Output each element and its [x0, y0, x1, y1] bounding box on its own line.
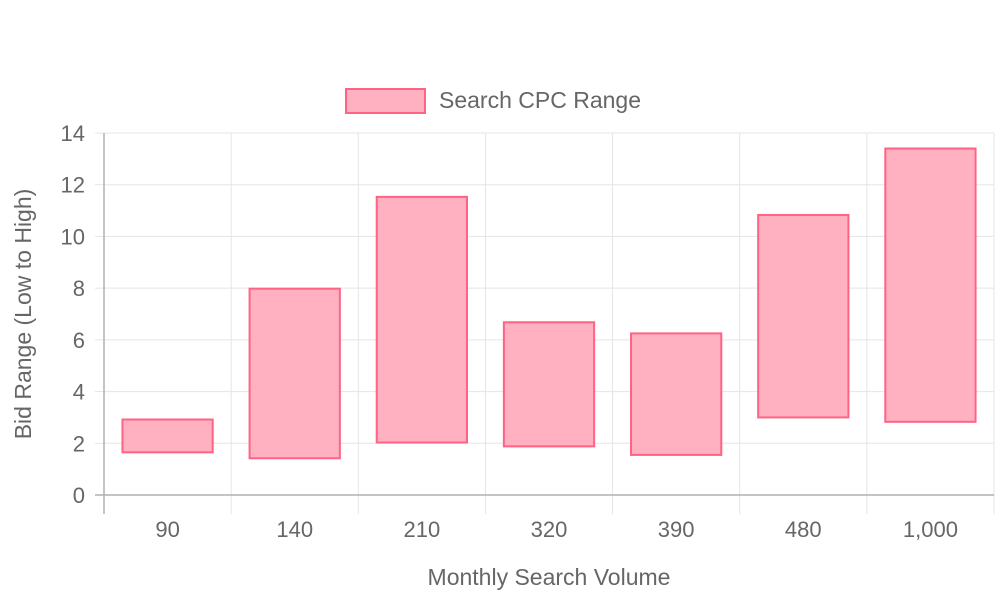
y-tick-label: 10	[61, 224, 85, 249]
bar[interactable]	[884, 147, 977, 423]
y-tick-label: 6	[73, 328, 85, 353]
bar[interactable]	[121, 418, 214, 454]
y-tick-label: 12	[61, 173, 85, 198]
legend-label[interactable]: Search CPC Range	[439, 87, 641, 113]
x-tick-label: 210	[403, 517, 440, 542]
legend-swatch[interactable]	[345, 88, 426, 114]
bar[interactable]	[630, 332, 723, 456]
x-tick-label: 90	[155, 517, 179, 542]
y-tick-label: 4	[73, 380, 85, 405]
bars-layer	[121, 147, 977, 460]
y-axis-title: Bid Range (Low to High)	[10, 189, 36, 440]
bar[interactable]	[248, 287, 341, 460]
x-tick-label: 140	[276, 517, 313, 542]
x-tick-label: 390	[658, 517, 695, 542]
x-tick-label: 1,000	[903, 517, 958, 542]
y-tick-label: 8	[73, 276, 85, 301]
bar[interactable]	[502, 321, 596, 448]
x-axis-title: Monthly Search Volume	[428, 564, 671, 590]
x-tick-label: 480	[785, 517, 822, 542]
bar[interactable]	[375, 195, 468, 444]
y-tick-label: 2	[73, 431, 85, 456]
y-tick-label: 0	[73, 483, 85, 508]
axes-layer: 0 2 4 6 8 10 12 14 90 140 210 320 390 480 1,000	[61, 121, 995, 542]
legend[interactable]: Search CPC Range	[345, 87, 641, 114]
x-tick-label: 320	[531, 517, 568, 542]
y-tick-label: 14	[61, 121, 85, 146]
bar[interactable]	[757, 213, 850, 419]
